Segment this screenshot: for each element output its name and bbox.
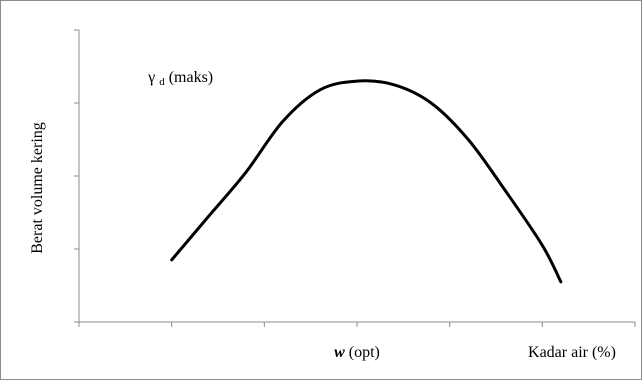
y-axis-ticks	[74, 29, 79, 323]
y-axis-label: Berat volume kering	[29, 122, 46, 254]
x-axis-label: Kadar air (%)	[528, 344, 616, 361]
series-line	[170, 79, 563, 284]
annotation-optimum-moisture: w (opt)	[334, 344, 380, 361]
x-axis-ticks	[78, 322, 636, 327]
x-axis-group	[78, 321, 636, 327]
annotation-opt-text: (opt)	[349, 344, 380, 361]
gamma-subscript: d	[159, 76, 165, 88]
y-axis-group	[74, 29, 80, 323]
annotation-max-dry-density: γ d (maks)	[147, 69, 213, 89]
gamma-symbol: γ	[147, 69, 155, 86]
w-symbol: w	[334, 344, 345, 361]
annotation-max-text: (maks)	[169, 69, 213, 86]
